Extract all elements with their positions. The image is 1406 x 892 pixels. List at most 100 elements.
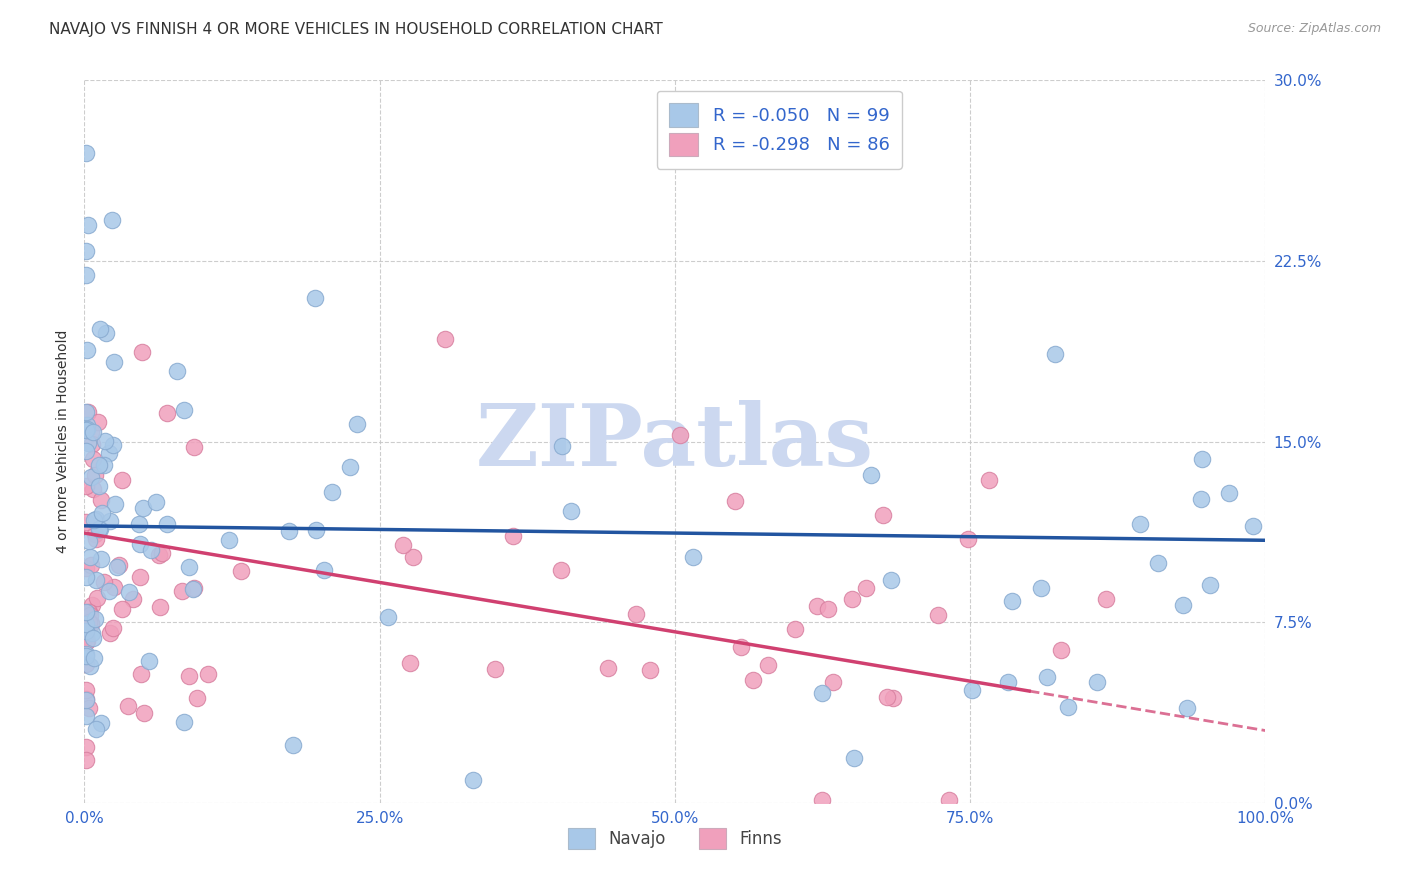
Point — [960, 683, 983, 698]
Point — [75, 683, 97, 698]
Point — [90, 493, 112, 508]
Point — [75, 614, 97, 628]
Point — [82, 482, 104, 496]
Point — [118, 584, 141, 599]
Point — [83, 651, 105, 665]
Point — [75, 649, 97, 664]
Point — [75, 561, 97, 575]
Point — [84, 612, 107, 626]
Point — [75, 692, 97, 706]
Point — [1129, 516, 1152, 531]
Point — [186, 690, 208, 705]
Point — [103, 438, 125, 452]
Point — [138, 654, 160, 668]
Point — [76, 343, 98, 357]
Point — [197, 666, 219, 681]
Point — [314, 564, 336, 578]
Point — [80, 616, 103, 631]
Point — [860, 467, 883, 482]
Point — [82, 632, 104, 646]
Point — [108, 558, 131, 572]
Point — [75, 708, 97, 723]
Point — [86, 591, 108, 605]
Point — [79, 550, 101, 565]
Point — [98, 626, 121, 640]
Point — [103, 580, 125, 594]
Point — [1218, 485, 1240, 500]
Point — [128, 537, 150, 551]
Point — [128, 516, 150, 531]
Point — [1001, 594, 1024, 608]
Point — [823, 675, 845, 690]
Point — [551, 438, 574, 452]
Point — [93, 575, 115, 590]
Point — [172, 584, 194, 599]
Point — [79, 658, 101, 673]
Point — [811, 793, 834, 807]
Point — [104, 497, 127, 511]
Point — [278, 524, 301, 539]
Point — [502, 528, 524, 542]
Point — [183, 581, 205, 595]
Point — [132, 706, 155, 720]
Point — [75, 657, 97, 672]
Point — [872, 508, 894, 522]
Point — [75, 244, 97, 258]
Point — [844, 751, 866, 765]
Point — [101, 621, 124, 635]
Point — [80, 625, 103, 640]
Point — [89, 322, 111, 336]
Point — [101, 213, 124, 227]
Point — [173, 403, 195, 417]
Point — [93, 458, 115, 473]
Point — [94, 434, 117, 449]
Point — [75, 753, 97, 767]
Point — [1043, 347, 1066, 361]
Point — [75, 145, 97, 160]
Point — [1241, 518, 1264, 533]
Point — [810, 686, 832, 700]
Point — [640, 664, 662, 678]
Point — [84, 722, 107, 736]
Point — [87, 479, 110, 493]
Point — [82, 425, 104, 440]
Point — [181, 582, 204, 596]
Point — [1095, 592, 1118, 607]
Point — [682, 550, 704, 565]
Point — [89, 522, 111, 536]
Point — [1189, 492, 1212, 507]
Point — [156, 406, 179, 420]
Point — [77, 218, 100, 232]
Point — [1057, 700, 1080, 714]
Point — [730, 640, 752, 654]
Point — [669, 427, 692, 442]
Point — [82, 436, 104, 450]
Point — [183, 440, 205, 454]
Point — [84, 532, 107, 546]
Text: NAVAJO VS FINNISH 4 OR MORE VEHICLES IN HOUSEHOLD CORRELATION CHART: NAVAJO VS FINNISH 4 OR MORE VEHICLES IN … — [49, 22, 664, 37]
Point — [1085, 674, 1108, 689]
Point — [129, 569, 152, 583]
Point — [173, 715, 195, 730]
Point — [122, 592, 145, 607]
Legend: Navajo, Finns: Navajo, Finns — [561, 822, 789, 856]
Point — [77, 605, 100, 619]
Text: ZIPatlas: ZIPatlas — [475, 400, 875, 483]
Point — [84, 573, 107, 587]
Point — [339, 460, 361, 475]
Point — [304, 291, 326, 305]
Point — [938, 793, 960, 807]
Point — [148, 548, 170, 562]
Point — [89, 552, 111, 566]
Point — [997, 674, 1019, 689]
Point — [346, 417, 368, 432]
Point — [145, 494, 167, 508]
Point — [94, 326, 117, 340]
Point — [83, 468, 105, 483]
Point — [131, 345, 153, 359]
Point — [77, 615, 100, 630]
Point — [75, 570, 97, 584]
Point — [84, 511, 107, 525]
Point — [880, 573, 903, 587]
Point — [75, 479, 97, 493]
